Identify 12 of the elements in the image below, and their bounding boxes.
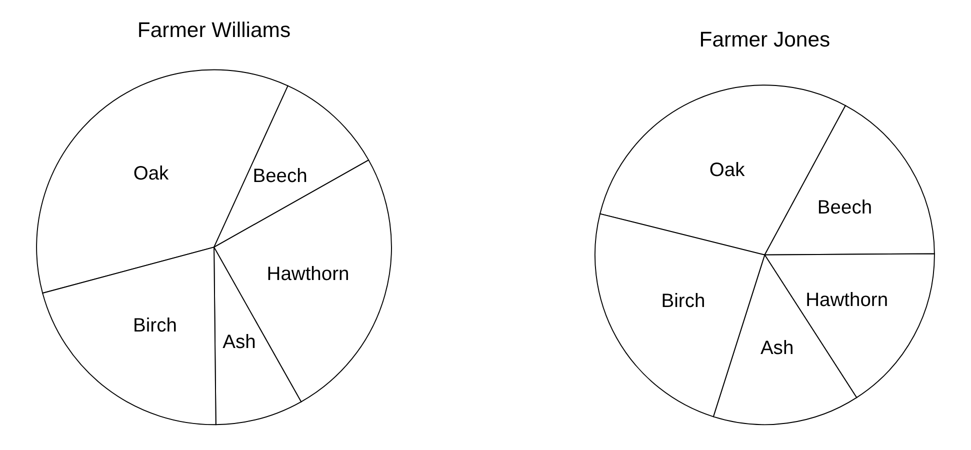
slice-label: Hawthorn <box>266 264 350 286</box>
slice-label: Hawthorn <box>806 290 888 312</box>
slice-label: Ash <box>222 332 256 354</box>
slice-label: Birch <box>133 316 177 337</box>
slice-label: Ash <box>760 338 794 360</box>
chart-title: Farmer Williams <box>137 18 291 42</box>
slice-label: Beech <box>817 198 872 219</box>
slice-label: Oak <box>133 163 170 184</box>
chart-title: Farmer Jones <box>699 28 830 52</box>
slice-label: Oak <box>709 160 746 182</box>
slice-label: Beech <box>252 166 308 188</box>
slice-label: Birch <box>661 291 706 312</box>
